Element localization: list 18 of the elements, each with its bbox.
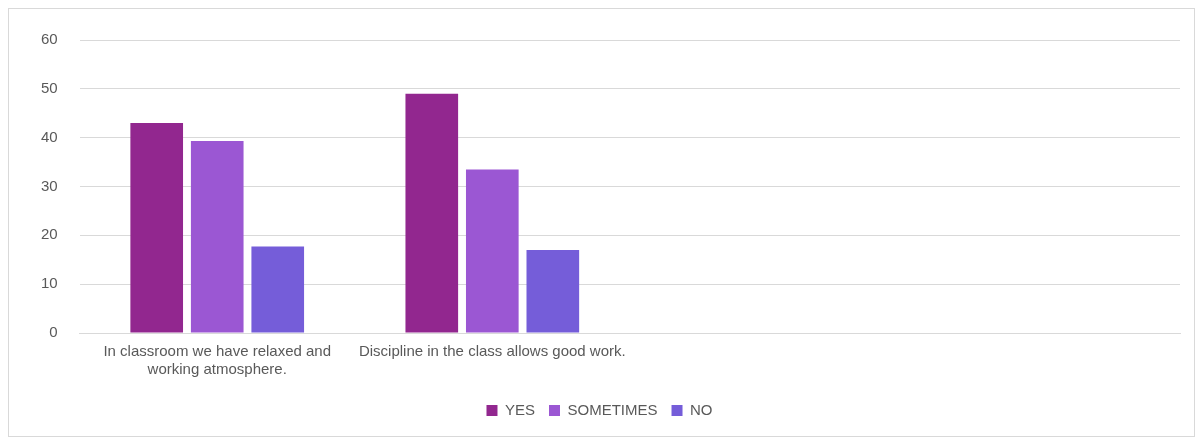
x-tick-label: Discipline in the class allows good work. bbox=[358, 342, 626, 360]
x-tick-label: In classroom we have relaxed and working atmosphere. bbox=[103, 342, 332, 378]
bar bbox=[405, 93, 459, 333]
y-tick-label: 60 bbox=[41, 30, 58, 48]
bar bbox=[190, 141, 244, 333]
legend-label: YES bbox=[504, 400, 535, 418]
y-tick-label: 10 bbox=[41, 274, 58, 292]
y-tick-label: 30 bbox=[41, 176, 58, 194]
y-tick-label: 0 bbox=[49, 323, 58, 341]
bar bbox=[526, 249, 580, 333]
legend-label: SOMETIMES bbox=[567, 400, 658, 418]
bar bbox=[130, 123, 184, 333]
y-tick-label: 50 bbox=[41, 78, 58, 96]
y-tick-label: 20 bbox=[41, 225, 58, 243]
bar bbox=[251, 246, 305, 333]
y-tick-label: 40 bbox=[41, 127, 58, 145]
bar bbox=[465, 169, 519, 333]
legend-label: NO bbox=[690, 400, 713, 418]
